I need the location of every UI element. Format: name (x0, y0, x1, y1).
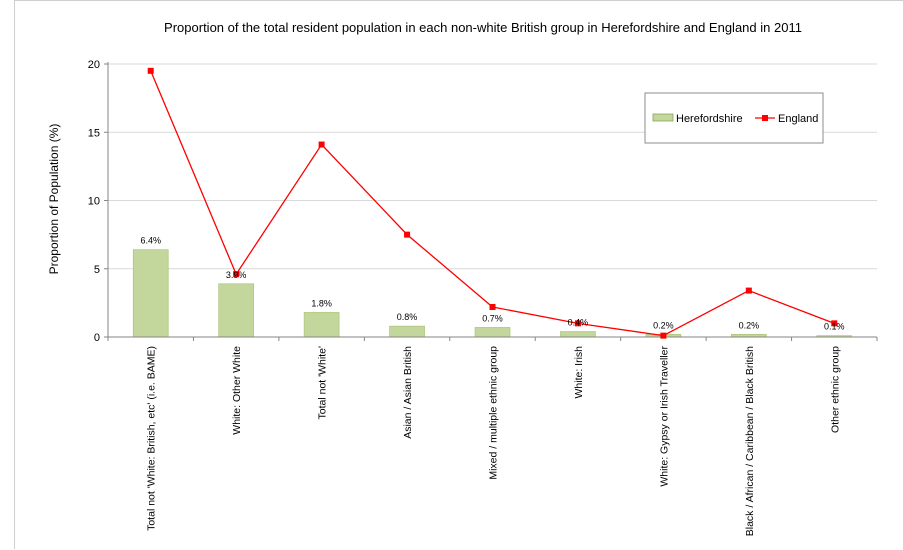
legend-box (644, 92, 824, 144)
x-category-labels: Total not 'White: British, etc' (i.e. BA… (146, 346, 842, 537)
bar (474, 327, 511, 338)
category-label: Black / African / Caribbean / Black Brit… (744, 346, 756, 536)
category-label: White: Irish (573, 346, 585, 399)
category-label: Mixed / multiple ethnic group (488, 346, 500, 480)
category-label: White: Gypsy or Irish Traveller (658, 346, 670, 487)
bar-data-label: 0.8% (397, 312, 418, 322)
y-tick-label: 0 (94, 332, 100, 344)
england-marker (831, 320, 838, 327)
legend-marker-england (762, 115, 768, 121)
y-tick-labels: 0 5 10 15 20 (88, 59, 100, 344)
category-label: Total not 'White' (317, 346, 329, 419)
england-marker (745, 287, 752, 294)
category-label: Total not 'White: British, etc' (i.e. BA… (146, 346, 158, 531)
category-label: Other ethnic group (829, 346, 841, 433)
bar (132, 249, 169, 338)
bar-data-label: 0.1% (824, 322, 845, 332)
category-label: White: Other White (231, 346, 243, 435)
axes (104, 62, 878, 341)
bar-data-label: 6.4% (140, 236, 161, 246)
bar-data-label: 0.2% (739, 320, 760, 330)
data-labels: 6.4% 3.9% 1.8% 0.8% 0.7% 0.4% 0.2% 0.2% 0.1% (140, 236, 844, 332)
england-marker (147, 67, 154, 74)
bar (303, 312, 340, 338)
chart: Proportion of the total resident populat… (47, 20, 878, 537)
y-axis-title: Proportion of Population (%) (47, 124, 61, 275)
y-tick-label: 10 (88, 196, 100, 208)
chart-frame: Proportion of the total resident populat… (14, 0, 903, 549)
legend: Herefordshire England (644, 92, 824, 144)
legend-swatch-herefordshire (652, 113, 674, 122)
england-marker (233, 271, 240, 278)
bar (218, 283, 254, 338)
bar (560, 331, 596, 338)
bar-data-label: 0.7% (482, 313, 503, 323)
category-label: Asian / Asian British (402, 346, 414, 439)
legend-label-herefordshire: Herefordshire (676, 113, 743, 125)
england-marker (404, 231, 411, 238)
england-marker (574, 320, 581, 327)
line-series (147, 67, 838, 339)
bar-data-label: 3.9% (226, 270, 247, 280)
legend-label-england: England (778, 113, 818, 125)
bar-data-label: 1.8% (311, 298, 332, 308)
y-tick-label: 20 (88, 59, 100, 71)
bar-data-label: 0.2% (653, 320, 674, 330)
bar-data-label: 0.4% (568, 318, 589, 328)
england-marker (660, 332, 667, 339)
gridlines (108, 63, 877, 270)
chart-title: Proportion of the total resident populat… (164, 20, 802, 35)
england-marker (318, 141, 325, 148)
england-marker (489, 303, 496, 310)
y-tick-label: 5 (94, 264, 100, 276)
y-tick-label: 15 (88, 127, 100, 139)
bar (389, 325, 425, 338)
